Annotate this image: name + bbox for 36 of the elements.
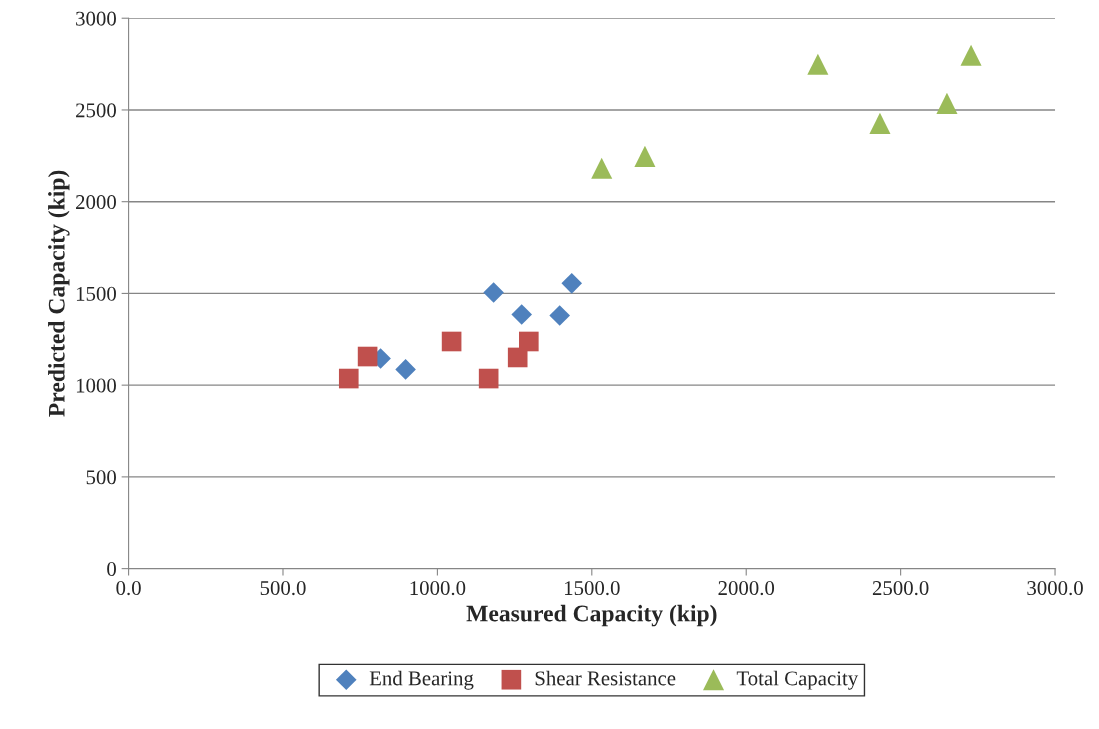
y-tick-label: 1500 [76, 286, 116, 301]
y-tick-label: 1000 [76, 378, 116, 393]
point [483, 282, 504, 303]
x-tick-label: 2000.0 [718, 581, 775, 596]
x-tick-label: 2500.0 [872, 581, 929, 596]
legend-label: Shear Resistance [535, 670, 676, 686]
y-tick-label: 500 [86, 470, 116, 485]
point [518, 331, 539, 352]
y-tick-label: 0 [107, 561, 116, 577]
legend-label: Total Capacity [736, 670, 859, 690]
point [936, 92, 958, 114]
point [561, 273, 583, 294]
point [507, 347, 528, 368]
x-tick-label: 1000.0 [410, 581, 466, 596]
y-axis-title: Predicted Capacity (kip) [48, 170, 70, 417]
point [478, 368, 499, 389]
point [357, 346, 378, 367]
point [591, 157, 613, 179]
y-tick-label: 3000 [76, 11, 116, 26]
y-tick-label: 2500 [76, 103, 116, 118]
point [511, 304, 533, 325]
x-tick-label: 500.0 [260, 581, 306, 596]
point [807, 53, 829, 75]
x-tick-label: 3000.0 [1027, 581, 1083, 596]
point [960, 44, 982, 66]
point [338, 368, 359, 389]
point [395, 359, 416, 380]
point [634, 145, 656, 167]
point [441, 331, 462, 352]
x-axis-title: Measured Capacity (kip) [466, 604, 717, 627]
x-tick-label: 0.0 [116, 581, 141, 596]
legend-label: End Bearing [369, 670, 474, 690]
point [549, 305, 570, 326]
point [869, 112, 891, 134]
x-tick-label: 1500.0 [565, 581, 620, 596]
y-tick-label: 2000 [76, 195, 116, 210]
